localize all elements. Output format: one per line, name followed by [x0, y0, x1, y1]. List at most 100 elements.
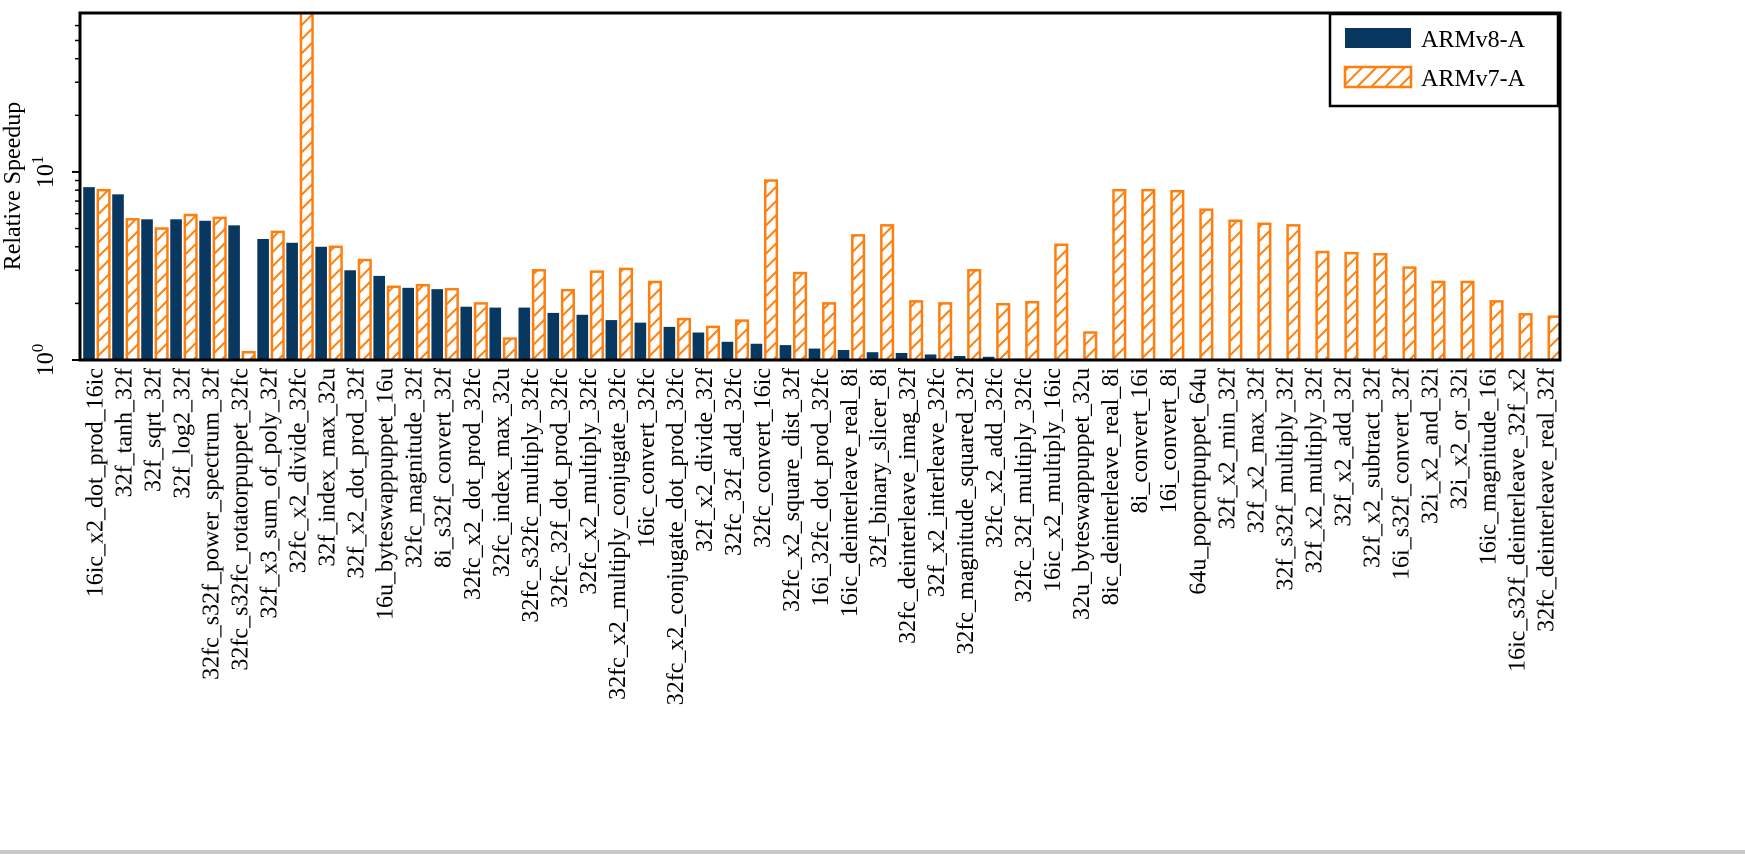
- bar-armv7-37: [1170, 189, 1185, 360]
- bar-armv8-7: [286, 242, 298, 360]
- bar-armv8-29: [924, 354, 937, 360]
- x-tick-label-32: 32fc_32f_multiply_32fc: [1011, 368, 1037, 603]
- bar-armv7-47: [1460, 280, 1475, 360]
- bar-armv8-22: [721, 341, 734, 360]
- bar-armv7-30: [967, 269, 982, 360]
- x-tick-label-14: 32fc_index_max_32u: [489, 368, 515, 577]
- x-tick-label-20: 32fc_x2_conjugate_dot_prod_32fc: [663, 368, 689, 705]
- x-tick-label-15: 32fc_s32fc_multiply_32fc: [518, 368, 544, 623]
- bar-armv7-45: [1402, 266, 1417, 360]
- bar-armv7-29: [938, 302, 953, 360]
- legend: ARMv8-A ARMv7-A: [1328, 12, 1560, 108]
- x-tick-label-30: 32fc_magnitude_squared_32f: [953, 368, 979, 655]
- x-tick-label-17: 32fc_x2_multiply_32fc: [576, 368, 602, 595]
- bar-armv8-1: [112, 194, 124, 360]
- x-tick-label-13: 32fc_x2_dot_prod_32fc: [460, 368, 486, 600]
- x-tick-label-35: 8ic_deinterleave_real_8i: [1098, 368, 1124, 606]
- bar-armv7-4: [212, 216, 227, 360]
- bar-armv7-23: [764, 179, 779, 360]
- bar-armv7-0: [96, 188, 111, 360]
- x-tick-label-41: 32f_s32f_multiply_32f: [1272, 368, 1298, 591]
- x-tick-label-47: 32i_x2_or_32i: [1446, 368, 1472, 510]
- bar-armv7-32: [1025, 300, 1040, 360]
- bar-armv7-9: [357, 258, 372, 360]
- bar-armv7-22: [734, 319, 750, 360]
- bar-armv8-28: [895, 352, 908, 360]
- bar-armv7-16: [560, 288, 575, 360]
- y-tick-label-1: 101: [28, 156, 59, 189]
- x-tick-label-10: 16u_byteswappuppet_16u: [373, 368, 399, 620]
- bar-armv8-30: [953, 356, 966, 360]
- bar-armv7-44: [1373, 253, 1388, 360]
- y-axis: 100 101: [28, 24, 80, 377]
- x-tick-label-43: 32f_x2_add_32f: [1330, 368, 1356, 527]
- bar-armv8-3: [170, 219, 182, 360]
- x-tick-label-39: 32f_x2_min_32f: [1214, 368, 1240, 529]
- bar-armv7-11: [415, 283, 430, 360]
- bar-armv8-20: [663, 326, 676, 360]
- bar-armv7-7: [299, 13, 314, 360]
- x-tick-label-28: 32fc_deinterleave_imag_32f: [895, 368, 921, 644]
- bar-armv7-26: [851, 234, 866, 360]
- bar-armv8-10: [373, 275, 385, 360]
- y-tick-label-0: 100: [28, 344, 59, 377]
- bar-armv8-18: [605, 320, 618, 360]
- x-tick-label-6: 32f_x3_sum_of_poly_32f: [257, 368, 283, 619]
- legend-label-armv8: ARMv8-A: [1421, 27, 1526, 53]
- x-tick-label-1: 32f_tanh_32f: [112, 368, 138, 497]
- bar-armv7-5: [241, 350, 256, 360]
- bar-armv7-21: [705, 325, 721, 360]
- bar-armv8-23: [750, 343, 763, 360]
- bar-armv7-49: [1518, 313, 1533, 360]
- x-tick-label-8: 32f_index_max_32u: [315, 368, 341, 567]
- x-tick-label-23: 32fc_convert_16ic: [750, 368, 776, 548]
- x-tick-label-19: 16ic_convert_32fc: [634, 368, 660, 548]
- bar-armv8-0: [83, 187, 95, 360]
- bar-armv7-2: [154, 227, 169, 360]
- bar-armv8-4: [199, 220, 211, 360]
- bar-armv7-33: [1054, 243, 1069, 360]
- plot-frame: [78, 11, 1562, 362]
- bar-armv8-2: [141, 219, 153, 360]
- x-tick-label-4: 32fc_s32f_power_spectrum_32f: [199, 368, 225, 680]
- x-tick-label-46: 32i_x2_and_32i: [1417, 368, 1443, 524]
- bar-armv8-31: [982, 356, 995, 360]
- bar-armv7-40: [1257, 222, 1272, 360]
- x-tick-label-37: 16i_convert_8i: [1156, 368, 1182, 514]
- bar-armv7-28: [909, 300, 924, 360]
- x-tick-label-26: 16ic_deinterleave_real_8i: [837, 368, 863, 618]
- x-tick-label-31: 32fc_x2_add_32fc: [982, 368, 1008, 548]
- x-tick-label-44: 32f_x2_subtract_32f: [1359, 368, 1385, 568]
- legend-swatch-armv7: [1343, 65, 1413, 89]
- bar-armv8-21: [692, 332, 705, 360]
- bar-armv8-27: [866, 352, 879, 360]
- legend-swatch-armv8: [1345, 28, 1411, 48]
- x-tick-label-42: 32f_x2_multiply_32f: [1301, 368, 1327, 573]
- bar-armv7-6: [270, 230, 285, 360]
- bar-armv7-41: [1286, 224, 1301, 360]
- x-tick-label-7: 32fc_x2_divide_32fc: [286, 368, 312, 573]
- x-tick-label-33: 16ic_x2_multiply_16ic: [1040, 368, 1066, 592]
- bar-armv7-27: [880, 224, 895, 360]
- bar-armv7-34: [1083, 331, 1098, 360]
- bar-armv7-19: [647, 280, 663, 360]
- bar-armv8-5: [228, 225, 240, 360]
- x-tick-label-0: 16ic_x2_dot_prod_16ic: [83, 368, 109, 597]
- x-tick-label-22: 32fc_32f_add_32fc: [721, 368, 747, 556]
- bar-armv8-13: [460, 306, 473, 360]
- bar-armv8-9: [344, 270, 356, 360]
- bar-armv8-16: [547, 312, 560, 360]
- bar-armv7-18: [618, 267, 634, 360]
- bar-armv7-15: [531, 269, 546, 360]
- bar-armv7-20: [676, 317, 692, 360]
- x-tick-label-12: 8i_s32f_convert_32f: [431, 368, 457, 568]
- bar-armv7-3: [183, 213, 198, 360]
- x-tick-label-9: 32f_x2_dot_prod_32f: [344, 368, 370, 579]
- bar-armv7-46: [1431, 280, 1446, 360]
- bar-armv7-24: [793, 271, 808, 360]
- bar-armv8-24: [779, 345, 792, 360]
- bars-group: [83, 13, 1560, 360]
- bar-armv7-38: [1199, 208, 1214, 360]
- x-tick-label-50: 32fc_deinterleave_real_32f: [1533, 368, 1559, 632]
- bar-armv7-13: [473, 302, 488, 360]
